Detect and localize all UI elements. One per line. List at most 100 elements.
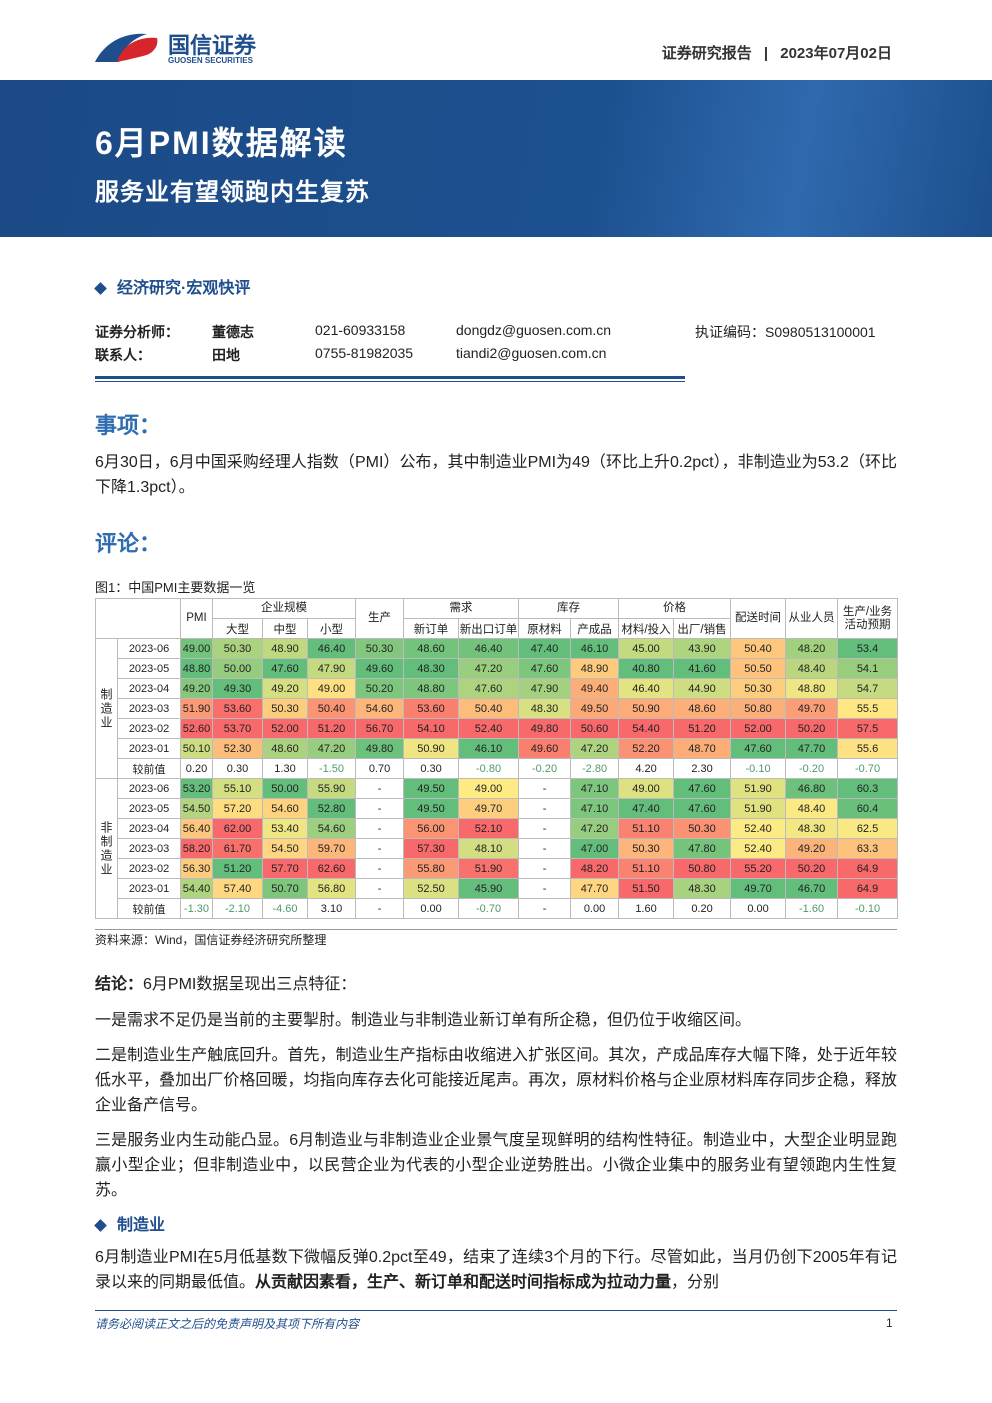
- data-row: 较前值 -1.30 -2.10 -4.60 3.10-0.00 -0.70-0.00 1.6…: [96, 898, 899, 919]
- cell: 49.70: [730, 878, 787, 899]
- cell: 50.70: [262, 878, 308, 899]
- cell: 50.10: [180, 738, 213, 759]
- cell: 54.1: [837, 658, 899, 679]
- cell: 51.90: [730, 778, 787, 799]
- rule: [95, 381, 685, 382]
- cell: 51.90: [180, 698, 213, 719]
- heading: 评论：: [95, 531, 162, 556]
- cell: 2.30: [673, 758, 732, 779]
- cell: 48.90: [570, 658, 620, 679]
- cell: -: [355, 898, 405, 919]
- cell: 52.40: [730, 818, 787, 839]
- cell: 57.20: [212, 798, 263, 819]
- cell: 48.30: [785, 818, 839, 839]
- row-label: 2023-01: [117, 738, 181, 759]
- cell: -: [355, 798, 405, 819]
- cell: 47.10: [570, 798, 620, 819]
- cell: 46.40: [618, 678, 675, 699]
- cell: -: [518, 818, 572, 839]
- cell: 56.40: [180, 818, 213, 839]
- cell: 49.70: [785, 698, 839, 719]
- data-row: 2023-05 48.80 50.00 47.60 47.90 49.60 48.30 47.…: [96, 658, 899, 679]
- cell: 49.50: [403, 798, 460, 819]
- cell: 50.40: [306, 698, 357, 719]
- cell: 51.10: [618, 858, 675, 879]
- cell: 59.70: [306, 838, 357, 859]
- tag-text: 经济研究·宏观快评: [117, 280, 251, 297]
- cell: 47.90: [518, 678, 572, 699]
- cell: 47.60: [458, 678, 520, 699]
- logo-en: GUOSEN SECURITIES: [168, 56, 253, 65]
- cell: 50.30: [673, 818, 732, 839]
- section-tag: 经济研究·宏观快评: [94, 274, 251, 298]
- cell: 47.20: [306, 738, 357, 759]
- cell: 57.40: [212, 878, 263, 899]
- cell: 50.30: [618, 838, 675, 859]
- cell: 52.20: [618, 738, 675, 759]
- data-row: 2023-03 58.20 61.70 54.50 59.70-57.30 48.10-4…: [96, 838, 899, 859]
- cell: 56.30: [180, 858, 213, 879]
- title: 6月PMI数据解读: [95, 125, 348, 161]
- cell: 46.40: [458, 638, 520, 659]
- row-label: 2023-02: [117, 858, 181, 879]
- cell: 55.80: [403, 858, 460, 879]
- cell: 0.70: [355, 758, 405, 779]
- cell: 48.90: [262, 638, 308, 659]
- cell: 55.6: [837, 738, 899, 759]
- cell: 56.80: [306, 878, 357, 899]
- subheading: 制造业: [94, 1211, 165, 1235]
- cell: -: [355, 818, 405, 839]
- cell: 49.20: [180, 678, 213, 699]
- report-type: 证券研究报告: [661, 45, 752, 62]
- cell: 52.60: [180, 718, 213, 739]
- data-row: 2023-04 49.20 49.30 49.20 49.00 50.20 48.80 47.…: [96, 678, 899, 699]
- header-row: 大型 中型 小型 新订单 新出口订单 原材料 产成品 材料/投入 出厂/销售: [96, 618, 898, 639]
- text: 6月PMI数据呈现出三点特征：: [143, 976, 357, 993]
- header-cell: 材料/投入: [618, 618, 675, 639]
- cell: 0.00: [730, 898, 787, 919]
- header-cell: 配送时间: [730, 598, 787, 639]
- cell: 52.00: [730, 718, 787, 739]
- bold-text: 从贡献因素看，生产、新订单和配送时间指标成为拉动力量: [255, 1274, 672, 1291]
- cell: 53.20: [180, 778, 213, 799]
- banner: 6月PMI数据解读 服务业有望领跑内生复苏: [0, 80, 992, 237]
- cell: 55.10: [212, 778, 263, 799]
- cell: 47.60: [730, 738, 787, 759]
- cell: 50.80: [673, 858, 732, 879]
- cell: 48.20: [570, 858, 620, 879]
- cell: 48.60: [403, 638, 460, 659]
- cell: 47.60: [673, 778, 732, 799]
- cell: 64.9: [837, 878, 899, 899]
- data-row: 2023-03 51.90 53.60 50.30 50.40 54.60 53.60 50.…: [96, 698, 899, 719]
- cell: 49.50: [403, 778, 460, 799]
- cell: 53.70: [212, 718, 263, 739]
- cell: 47.40: [518, 638, 572, 659]
- cell: 50.80: [730, 698, 787, 719]
- paragraph: 结论：6月PMI数据呈现出三点特征：: [95, 972, 897, 997]
- row-label: 2023-04: [117, 678, 181, 699]
- row-label: 2023-04: [117, 818, 181, 839]
- cell: 55.90: [306, 778, 357, 799]
- cell: -0.20: [785, 758, 839, 779]
- cell: -: [355, 878, 405, 899]
- cell: 50.30: [212, 638, 263, 659]
- cell: 48.80: [403, 678, 460, 699]
- page-number: 1: [886, 1316, 893, 1330]
- cell: -: [518, 838, 572, 859]
- cell: 48.80: [785, 678, 839, 699]
- cell: 47.60: [262, 658, 308, 679]
- cell: 58.20: [180, 838, 213, 859]
- cell: 54.7: [837, 678, 899, 699]
- cell: 47.10: [570, 778, 620, 799]
- logo-mark: [95, 33, 158, 62]
- cell: 54.10: [403, 718, 460, 739]
- bullet: [94, 1219, 107, 1233]
- cell: 54.60: [262, 798, 308, 819]
- cell: 49.20: [262, 678, 308, 699]
- cell: 48.60: [673, 698, 732, 719]
- header-cell: 中型: [262, 618, 308, 639]
- header-cell: 库存: [518, 598, 620, 619]
- header-cell: 产成品: [570, 618, 620, 639]
- cell: 51.20: [306, 718, 357, 739]
- cell: 62.5: [837, 818, 899, 839]
